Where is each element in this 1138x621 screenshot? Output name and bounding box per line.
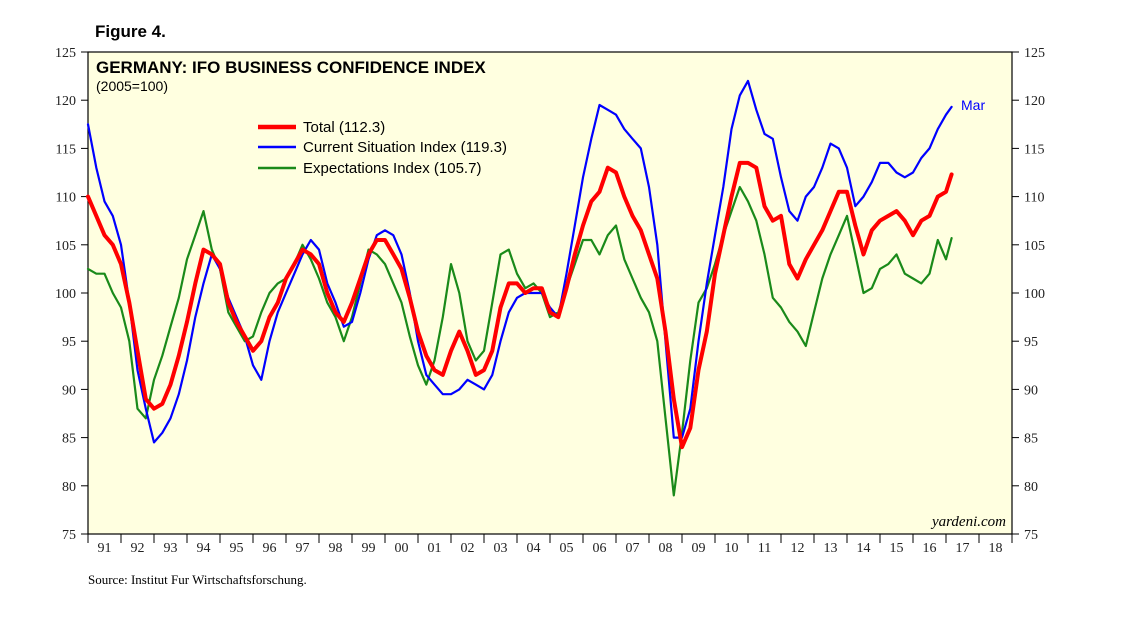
y-tick-label-left-95: 95 (62, 335, 76, 350)
x-tick-label-06: 06 (593, 541, 607, 556)
x-tick-label-00: 00 (395, 541, 409, 556)
legend-label-expectations: Expectations Index (105.7) (303, 160, 481, 177)
x-tick-label-08: 08 (659, 541, 673, 556)
y-tick-label-right-85: 85 (1024, 432, 1038, 447)
y-tick-label-right-90: 90 (1024, 383, 1038, 398)
y-tick-label-right-110: 110 (1024, 191, 1044, 206)
y-tick-label-left-90: 90 (62, 383, 76, 398)
y-tick-label-right-120: 120 (1024, 94, 1045, 109)
x-tick-label-12: 12 (791, 541, 805, 556)
x-tick-label-92: 92 (131, 541, 145, 556)
y-tick-label-right-115: 115 (1024, 142, 1044, 157)
y-tick-label-left-120: 120 (55, 94, 76, 109)
source-note: Source: Institut Fur Wirtschaftsforschun… (88, 572, 307, 587)
y-tick-label-left-125: 125 (55, 46, 76, 61)
x-tick-label-99: 99 (362, 541, 376, 556)
x-tick-label-15: 15 (890, 541, 904, 556)
y-tick-label-right-75: 75 (1024, 528, 1038, 543)
x-tick-label-07: 07 (626, 541, 640, 556)
series-line-expectations-index (86, 185, 953, 497)
chart-subtitle: (2005=100) (96, 78, 168, 94)
y-tick-label-left-100: 100 (55, 287, 76, 302)
x-tick-label-98: 98 (329, 541, 343, 556)
y-tick-label-right-105: 105 (1024, 239, 1045, 254)
y-tick-label-left-115: 115 (56, 142, 76, 157)
y-tick-label-right-100: 100 (1024, 287, 1045, 302)
legend: Total (112.3) Current Situation Index (1… (258, 119, 507, 177)
x-tick-label-09: 09 (692, 541, 706, 556)
x-tick-label-13: 13 (824, 541, 838, 556)
legend-label-current: Current Situation Index (119.3) (303, 139, 507, 156)
series-layer (86, 79, 954, 497)
series-line-total (86, 160, 954, 450)
y-tick-label-left-85: 85 (62, 432, 76, 447)
x-tick-label-05: 05 (560, 541, 574, 556)
x-tick-label-01: 01 (428, 541, 442, 556)
x-tick-label-97: 97 (296, 541, 310, 556)
x-axis: 91 92 93 94 95 96 97 98 99 00 01 02 03 04 05 06 07 08 09 10… (87, 534, 1013, 556)
watermark: yardeni.com (930, 514, 1006, 530)
x-tick-label-18: 18 (989, 541, 1003, 556)
y-tick-label-right-95: 95 (1024, 335, 1038, 350)
end-annotation-mar: Mar (961, 97, 985, 113)
y-tick-label-right-125: 125 (1024, 46, 1045, 61)
x-tick-label-10: 10 (725, 541, 739, 556)
x-tick-label-04: 04 (527, 541, 541, 556)
x-tick-label-93: 93 (164, 541, 178, 556)
chart-title: GERMANY: IFO BUSINESS CONFIDENCE INDEX (96, 58, 486, 77)
y-tick-label-left-75: 75 (62, 528, 76, 543)
x-tick-label-16: 16 (923, 541, 937, 556)
y-tick-label-left-105: 105 (55, 239, 76, 254)
y-axis-right: 75 80 85 90 95 100 105 110 115 120 125 (1012, 46, 1045, 543)
x-tick-label-02: 02 (461, 541, 475, 556)
figure-label: Figure 4. (95, 22, 166, 41)
x-tick-label-96: 96 (263, 541, 277, 556)
y-tick-label-left-80: 80 (62, 480, 76, 495)
y-axis-left: 75 80 85 90 95 100 105 110 115 120 125 (55, 46, 88, 543)
legend-label-total: Total (112.3) (303, 119, 385, 136)
x-tick-label-91: 91 (98, 541, 112, 556)
x-tick-label-03: 03 (494, 541, 508, 556)
x-tick-label-11: 11 (758, 541, 771, 556)
y-tick-label-left-110: 110 (56, 191, 76, 206)
x-tick-label-95: 95 (230, 541, 244, 556)
x-tick-label-14: 14 (857, 541, 871, 556)
y-tick-label-right-80: 80 (1024, 480, 1038, 495)
x-tick-label-94: 94 (197, 541, 211, 556)
x-tick-label-17: 17 (956, 541, 970, 556)
